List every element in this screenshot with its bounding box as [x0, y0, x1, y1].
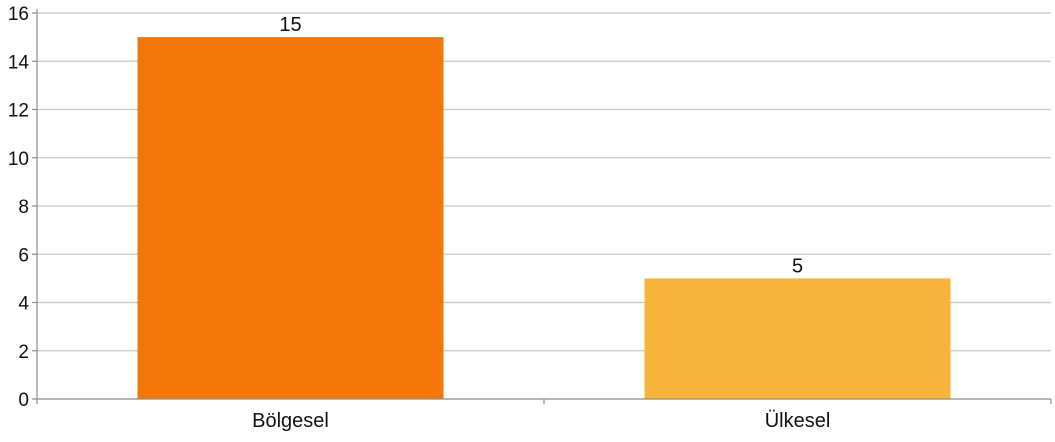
y-tick-label: 4 — [18, 294, 29, 315]
y-tick-label: 0 — [18, 390, 29, 411]
data-label: 15 — [279, 14, 301, 36]
y-tick-label: 12 — [8, 101, 29, 122]
bar-1 — [137, 37, 444, 399]
y-tick-label: 2 — [18, 342, 29, 363]
y-tick-label: 16 — [8, 4, 29, 25]
y-tick-label: 10 — [8, 149, 29, 170]
x-category-label: Bölgesel — [252, 410, 329, 432]
x-category-label: Ülkesel — [765, 410, 831, 432]
bars — [137, 37, 951, 399]
y-tick-label: 14 — [8, 52, 30, 73]
axes: 0 2 4 6 8 10 12 14 16 — [8, 4, 1052, 411]
data-label: 5 — [792, 255, 803, 277]
y-tick-label: 8 — [18, 197, 29, 218]
labels: 15 Bölgesel 5 Ülkesel — [252, 14, 830, 432]
bar-2 — [644, 278, 951, 399]
y-tick-label: 6 — [18, 245, 29, 266]
